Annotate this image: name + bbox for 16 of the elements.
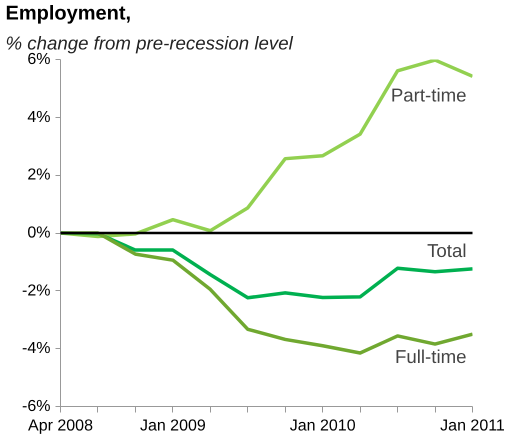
y-tick-label: 4% [27, 108, 50, 126]
series-label: Full-time [394, 346, 467, 368]
y-tick-label: -4% [22, 340, 50, 358]
x-tick-label: Jan 2009 [140, 418, 206, 434]
x-tick-label: Jan 2011 [440, 418, 505, 434]
chart-subtitle: % change from pre-recession level [6, 32, 294, 54]
y-tick-label: 6% [27, 51, 50, 68]
y-tick-label: -2% [22, 282, 50, 300]
x-tick-label: Jan 2010 [290, 418, 356, 434]
series-label: Total [427, 240, 467, 261]
y-tick-label: 0% [27, 224, 50, 242]
y-tick-label: -6% [22, 398, 50, 415]
x-tick-label: Apr 2008 [28, 418, 94, 434]
chart-title: Employment, [6, 2, 132, 24]
series-label: Part-time [390, 84, 467, 106]
y-tick-label: 2% [27, 166, 50, 184]
